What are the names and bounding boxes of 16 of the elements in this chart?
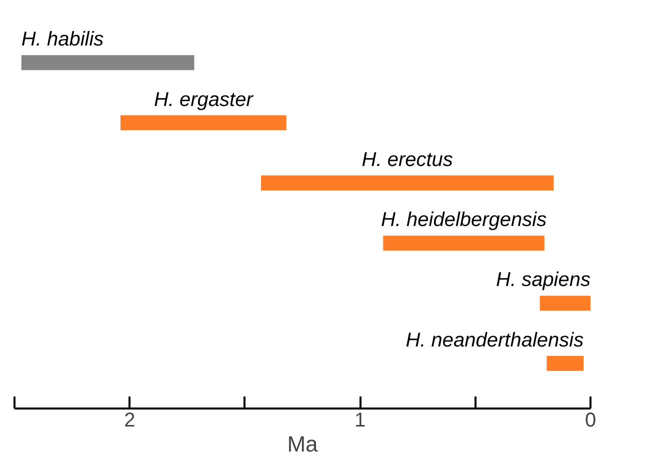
x-tick-label: 2 (124, 410, 136, 432)
bar (261, 175, 554, 190)
bar (120, 115, 286, 130)
x-tick-label: 1 (354, 410, 366, 432)
bar (546, 356, 584, 371)
y-tick-label: H. heidelbergensis (380, 209, 547, 232)
x-tick-label: 0 (584, 410, 596, 432)
y-tick-label: H. ergaster (154, 88, 254, 111)
bar (21, 55, 194, 70)
x-axis-title: Ma (287, 432, 319, 456)
bar (540, 296, 590, 311)
bar (383, 236, 544, 251)
y-tick-label: H. sapiens (496, 269, 591, 292)
y-tick-label: H. erectus (362, 148, 453, 171)
y-tick-label: H. neanderthalensis (406, 329, 584, 352)
y-tick-label: H. habilis (21, 28, 104, 51)
